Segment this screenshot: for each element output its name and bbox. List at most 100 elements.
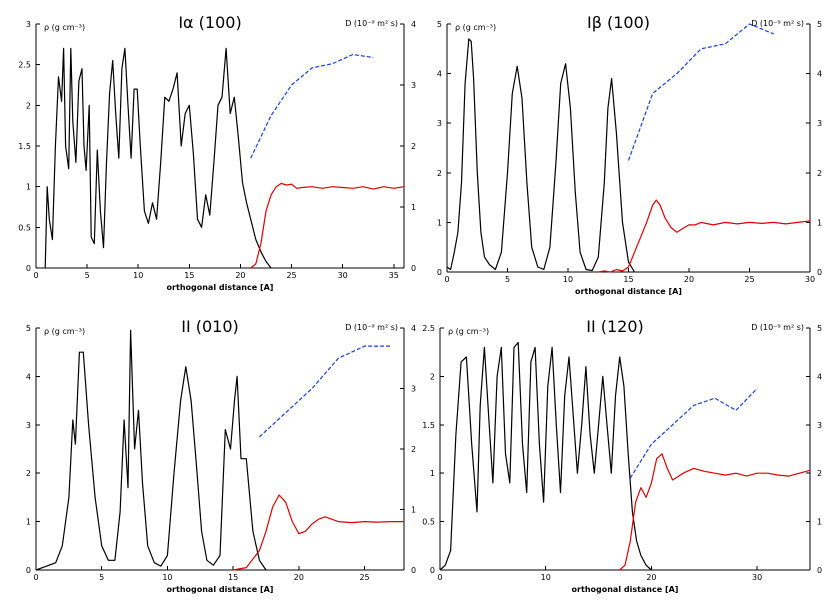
y-right-tick-label: 0	[411, 566, 416, 575]
y-right-tick-label: 3	[817, 119, 822, 128]
x-axis-label: orthogonal distance [A]	[572, 585, 679, 594]
y-right-tick-label: 4	[411, 324, 416, 333]
y-right-tick-label: 4	[411, 20, 416, 29]
y-left-tick-label: 3	[26, 20, 31, 29]
x-tick-label: 0	[444, 275, 449, 284]
y-left-tick-label: 2	[430, 372, 435, 381]
y-left-label: ρ (g cm⁻³)	[44, 23, 85, 32]
y-left-tick-label: 0.5	[422, 518, 435, 527]
y-right-tick-label: 3	[817, 421, 822, 430]
chart-title: Iβ (100)	[587, 13, 650, 32]
y-right-tick-label: 3	[411, 385, 416, 394]
series-line	[439, 341, 652, 571]
y-left-tick-label: 0	[430, 566, 435, 575]
y-right-label: D (10⁻⁹ m² s)	[345, 19, 398, 28]
series-line	[598, 199, 811, 273]
y-left-tick-label: 1	[26, 518, 31, 527]
y-left-tick-label: 2.5	[18, 61, 31, 70]
y-right-tick-label: 1	[817, 218, 822, 227]
y-left-tick-label: 0.5	[18, 223, 31, 232]
y-left-tick-label: 1.5	[18, 142, 31, 151]
x-tick-label: 0	[33, 271, 38, 280]
series-line	[250, 53, 374, 159]
y-right-tick-label: 2	[817, 469, 822, 478]
x-tick-label: 10	[133, 271, 143, 280]
y-right-label: D (10⁻⁹ m² s)	[751, 19, 804, 28]
y-right-tick-label: 0	[817, 566, 822, 575]
y-right-tick-label: 2	[817, 169, 822, 178]
x-tick-label: 0	[33, 573, 38, 582]
y-right-tick-label: 0	[411, 264, 416, 273]
x-axis-label: orthogonal distance [A]	[575, 287, 682, 296]
y-right-tick-label: 1	[817, 518, 822, 527]
x-tick-label: 30	[805, 275, 815, 284]
y-right-tick-label: 4	[817, 372, 822, 381]
x-tick-label: 20	[684, 275, 694, 284]
series-line	[232, 494, 404, 571]
x-tick-label: 10	[162, 573, 172, 582]
x-tick-label: 25	[359, 573, 369, 582]
y-left-tick-label: 1	[430, 469, 435, 478]
chart-title: II (120)	[586, 317, 644, 336]
y-right-label: D (10⁻⁹ m² s)	[345, 323, 398, 332]
x-tick-label: 25	[286, 271, 296, 280]
y-left-tick-label: 5	[26, 324, 31, 333]
y-right-tick-label: 5	[817, 20, 822, 29]
y-left-tick-label: 2.5	[422, 324, 435, 333]
y-left-tick-label: 2	[26, 469, 31, 478]
y-left-tick-label: 1	[437, 218, 442, 227]
series-line	[35, 329, 267, 571]
x-tick-label: 5	[85, 271, 90, 280]
x-tick-label: 5	[99, 573, 104, 582]
y-right-tick-label: 5	[817, 324, 822, 333]
series-line	[44, 47, 272, 269]
chart-panel-4: 0 10 20 30 0 0.5 1 1.5 2 2.5 0 1 2 3 4 5 II (120) ρ (g cm…	[422, 317, 822, 594]
y-left-tick-label: 1	[26, 183, 31, 192]
y-right-tick-label: 2	[411, 445, 416, 454]
x-axis-label: orthogonal distance [A]	[167, 283, 274, 292]
y-left-tick-label: 2	[437, 169, 442, 178]
x-tick-label: 15	[623, 275, 633, 284]
x-tick-label: 10	[563, 275, 573, 284]
y-right-tick-label: 1	[411, 203, 416, 212]
y-right-tick-label: 3	[411, 81, 416, 90]
y-left-tick-label: 4	[437, 70, 442, 79]
series-line	[258, 345, 391, 438]
y-right-tick-label: 2	[411, 142, 416, 151]
chart-title: Iα (100)	[178, 13, 241, 32]
y-right-tick-label: 4	[817, 70, 822, 79]
x-tick-label: 5	[505, 275, 510, 284]
series-line	[619, 453, 811, 571]
x-tick-label: 20	[646, 573, 656, 582]
y-right-label: D (10⁻⁹ m² s)	[751, 323, 804, 332]
x-tick-label: 25	[744, 275, 754, 284]
y-left-label: ρ (g cm⁻³)	[44, 327, 85, 336]
y-left-label: ρ (g cm⁻³)	[448, 327, 489, 336]
y-left-tick-label: 0	[26, 566, 31, 575]
y-left-label: ρ (g cm⁻³)	[455, 23, 496, 32]
y-right-tick-label: 0	[817, 268, 822, 277]
x-tick-label: 30	[338, 271, 348, 280]
y-left-tick-label: 3	[437, 119, 442, 128]
x-axis-label: orthogonal distance [A]	[167, 585, 274, 594]
series-line	[627, 23, 774, 161]
x-tick-label: 35	[389, 271, 399, 280]
y-left-tick-label: 2	[26, 101, 31, 110]
series-line	[446, 38, 636, 273]
y-left-tick-label: 3	[26, 421, 31, 430]
series-line	[250, 182, 405, 269]
x-tick-label: 0	[437, 573, 442, 582]
y-left-tick-label: 0	[437, 268, 442, 277]
series-line	[629, 388, 758, 479]
chart-title: II (010)	[181, 317, 239, 336]
x-tick-label: 15	[228, 573, 238, 582]
y-left-tick-label: 0	[26, 264, 31, 273]
chart-panel-3: 0 5 10 15 20 25 0 1 2 3 4 5 0 1 2 3 4 II (010) ρ (g cm⁻³) D…	[26, 317, 416, 594]
x-tick-label: 15	[184, 271, 194, 280]
x-tick-label: 20	[235, 271, 245, 280]
x-tick-label: 10	[541, 573, 551, 582]
y-left-tick-label: 4	[26, 372, 31, 381]
